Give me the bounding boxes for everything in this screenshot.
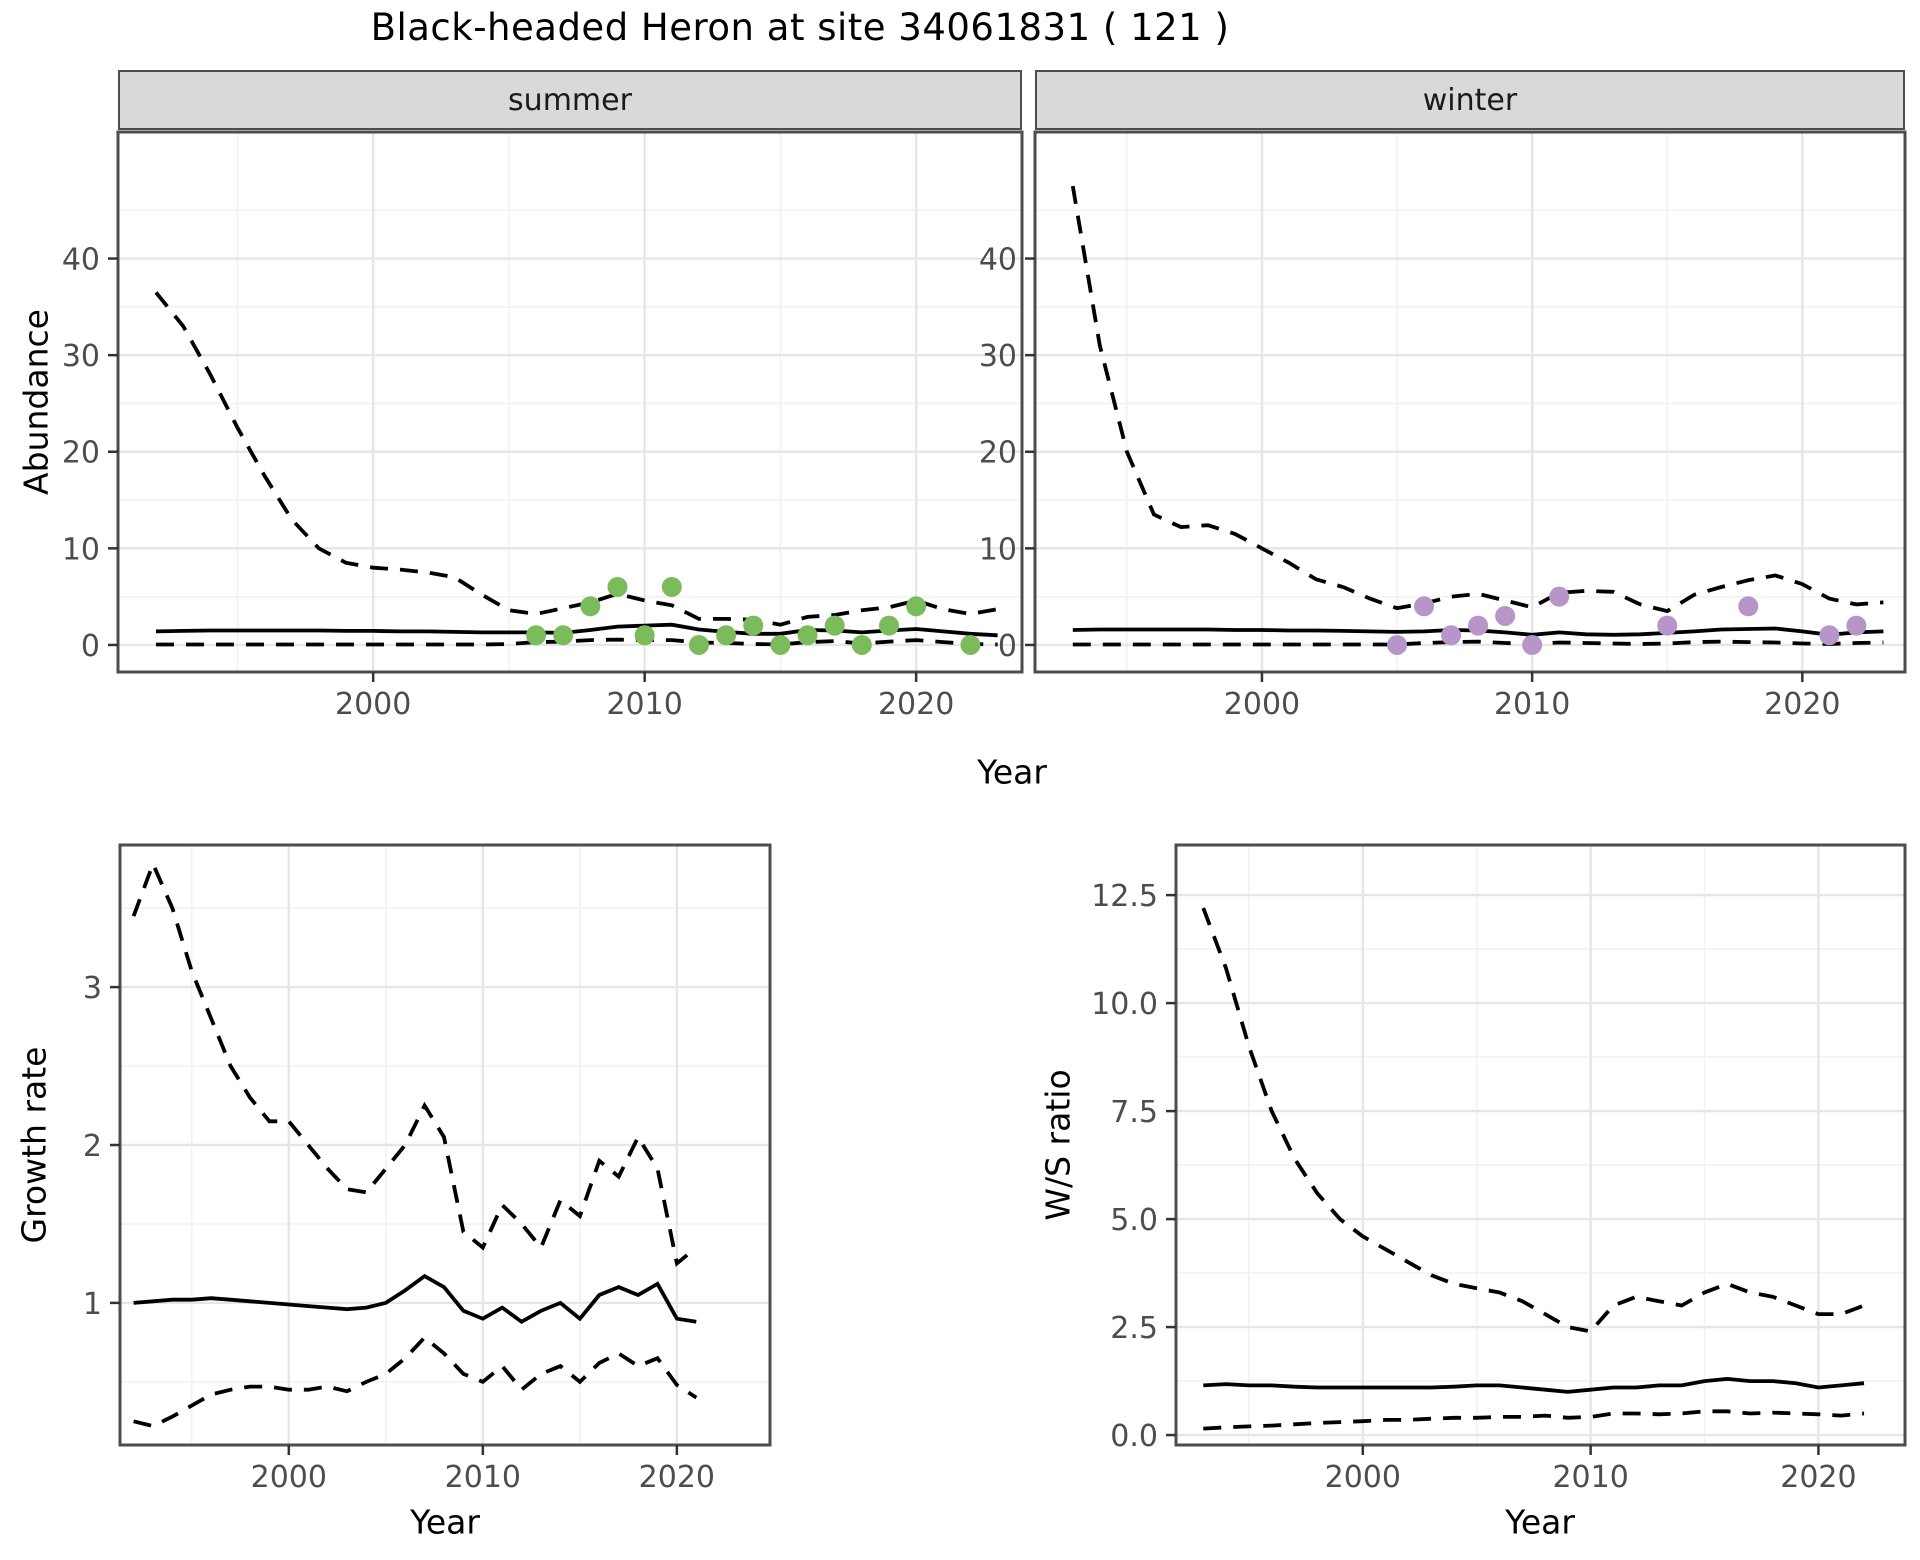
svg-text:1: 1 [83, 1287, 102, 1322]
axis-label-year-top: Year [977, 752, 1047, 792]
svg-text:40: 40 [62, 243, 100, 278]
growth-rate-plot: 2000 2010 2020 1 2 3 [83, 843, 772, 1495]
svg-text:0: 0 [998, 629, 1017, 664]
facet-strip-winter: winter [1035, 70, 1905, 130]
svg-text:0: 0 [81, 629, 100, 664]
svg-text:2000: 2000 [251, 1460, 327, 1495]
svg-text:2020: 2020 [639, 1460, 715, 1495]
svg-text:10: 10 [62, 532, 100, 567]
svg-text:2010: 2010 [606, 687, 682, 722]
svg-text:0.0: 0.0 [1110, 1419, 1158, 1454]
svg-text:40: 40 [979, 243, 1017, 278]
svg-text:2020: 2020 [1764, 687, 1840, 722]
svg-text:20: 20 [62, 436, 100, 471]
svg-text:30: 30 [62, 339, 100, 374]
svg-text:2010: 2010 [1552, 1460, 1628, 1495]
svg-text:2020: 2020 [1780, 1460, 1856, 1495]
svg-text:2.5: 2.5 [1110, 1311, 1158, 1346]
svg-text:12.5: 12.5 [1091, 879, 1158, 914]
facet-strip-summer-label: summer [508, 82, 632, 118]
axis-label-growth-rate: Growth rate [14, 1046, 54, 1244]
svg-text:30: 30 [979, 339, 1017, 374]
axis-label-ws-ratio: W/S ratio [1038, 1069, 1078, 1221]
svg-text:2: 2 [83, 1129, 102, 1164]
chart-title: Black-headed Heron at site 34061831 ( 12… [370, 6, 1230, 49]
svg-text:7.5: 7.5 [1110, 1095, 1158, 1130]
abundance-winter-plot: 2000 2010 2020 0 10 20 30 40 [979, 130, 1907, 722]
facet-strip-winter-label: winter [1422, 82, 1518, 118]
svg-text:20: 20 [979, 436, 1017, 471]
svg-text:3: 3 [83, 971, 102, 1006]
svg-text:2000: 2000 [1325, 1460, 1401, 1495]
svg-text:2010: 2010 [1494, 687, 1570, 722]
axis-label-year-bottom-right: Year [1505, 1502, 1575, 1542]
svg-text:10: 10 [979, 532, 1017, 567]
svg-text:2000: 2000 [335, 687, 411, 722]
svg-text:10.0: 10.0 [1091, 987, 1158, 1022]
svg-text:5.0: 5.0 [1110, 1203, 1158, 1238]
axis-label-abundance: Abundance [16, 309, 56, 495]
svg-text:2000: 2000 [1224, 687, 1300, 722]
svg-text:2020: 2020 [878, 687, 954, 722]
ws-ratio-plot: 2000 2010 2020 0.0 2.5 5.0 7.5 10.0 12.5 [1091, 843, 1907, 1495]
facet-strip-summer: summer [118, 70, 1022, 130]
svg-text:2010: 2010 [445, 1460, 521, 1495]
axis-label-year-bottom-left: Year [410, 1502, 480, 1542]
